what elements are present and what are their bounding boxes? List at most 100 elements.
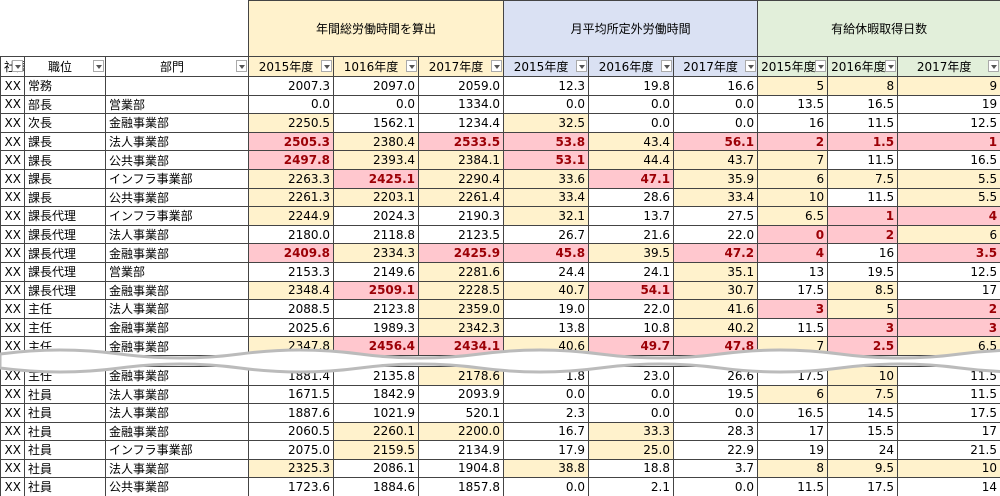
filter-button[interactable]	[93, 60, 104, 72]
number-cell: 19.5	[673, 384, 758, 404]
number-cell: 2093.9	[418, 384, 504, 404]
number-cell: 3.7	[673, 458, 758, 478]
number-cell: 2075.0	[248, 440, 334, 460]
number-cell: 5.5	[897, 187, 1000, 208]
number-cell: 16.7	[503, 421, 589, 441]
number-cell: 47.2	[673, 243, 759, 263]
text-cell: 課長代理	[24, 243, 106, 263]
filter-button[interactable]	[12, 60, 23, 72]
table-bottom: XX 主任 金融事業部 1881.4 2135.8 2178.6 1.8 23.0 26.6 17…	[0, 366, 1000, 496]
number-cell: 6	[757, 168, 829, 189]
number-cell: 32.5	[503, 113, 590, 133]
number-cell: 15.5	[827, 421, 898, 441]
number-cell: 26.7	[503, 224, 590, 245]
column-header: 2015年度	[757, 56, 829, 77]
text-cell: 法人事業部	[105, 384, 249, 404]
number-cell: 16.5	[757, 403, 828, 423]
filter-button[interactable]	[406, 60, 418, 72]
data-row: XX 社員 インフラ事業部 2075.0 2159.5 2134.9 17.9 25.0 22.…	[0, 440, 1000, 460]
data-row: XX 社員 法人事業部 1671.5 1842.9 2093.9 0.0 0.0 19.5 6 7.…	[0, 384, 1000, 404]
number-cell: 8	[827, 76, 899, 96]
number-cell: 4	[897, 206, 1000, 226]
column-header: 職位	[24, 56, 106, 77]
number-cell: 47.1	[588, 168, 675, 189]
number-cell: 2060.5	[248, 421, 334, 441]
number-cell: 0.0	[248, 94, 335, 115]
text-cell: 法人事業部	[105, 458, 249, 478]
number-cell: 11.5	[897, 384, 1000, 404]
data-row: XX 課長 公共事業部 2497.8 2393.4 2384.1 53.1 44.4 43.7 7…	[0, 150, 1000, 170]
number-cell: 22.9	[673, 440, 758, 460]
text-cell: XX	[0, 403, 25, 423]
number-cell: 17	[757, 421, 828, 441]
number-cell: 17.5	[897, 403, 1000, 423]
group-header: 年間総労働時間を算出	[248, 0, 505, 57]
data-row: XX 課長代理 インフラ事業部 2244.9 2024.3 2190.3 32.1 13.7 2…	[0, 206, 1000, 226]
filter-button[interactable]	[321, 60, 333, 72]
number-cell: 11.5	[757, 317, 829, 338]
data-row: XX 主任 法人事業部 2088.5 2123.8 2359.0 19.0 22.0 41.6 3…	[0, 299, 1000, 319]
text-cell: 課長	[24, 150, 106, 170]
filter-button[interactable]	[815, 60, 827, 72]
number-cell: 1842.9	[333, 384, 419, 404]
number-cell: 2118.8	[333, 224, 420, 245]
number-cell: 9	[897, 76, 1000, 96]
number-cell: 30.7	[673, 280, 759, 301]
number-cell: 13.8	[503, 317, 590, 338]
number-cell: 21.6	[588, 224, 675, 245]
text-cell: 法人事業部	[104, 299, 250, 319]
number-cell: 17	[897, 421, 1000, 441]
text-cell: 課長代理	[24, 280, 106, 301]
number-cell: 2024.3	[333, 206, 420, 226]
number-cell: 35.9	[673, 168, 759, 189]
number-cell: 1	[827, 206, 899, 226]
column-header: 2017年度	[897, 56, 1000, 77]
number-cell: 2	[827, 224, 899, 245]
text-cell: XX	[0, 299, 25, 319]
number-cell: 45.8	[503, 243, 590, 263]
filter-button[interactable]	[576, 60, 588, 72]
number-cell: 2	[897, 299, 1000, 319]
filter-button[interactable]	[236, 60, 248, 72]
text-cell: XX	[0, 206, 25, 226]
number-cell: 2497.8	[248, 150, 335, 170]
data-row: XX 部長 営業部 0.0 0.0 1334.0 0.0 0.0 0.0 13.5 16.5 19	[0, 94, 1000, 115]
number-cell: 39.5	[588, 243, 675, 263]
number-cell: 3.5	[897, 243, 1000, 263]
text-cell: XX	[0, 94, 25, 115]
filter-button[interactable]	[988, 60, 1000, 72]
text-cell: XX	[0, 477, 25, 496]
number-cell: 2200.0	[418, 421, 504, 441]
column-header-text: 部門	[160, 60, 185, 74]
number-cell: 2134.9	[418, 440, 504, 460]
text-cell: XX	[0, 187, 25, 208]
number-cell: 16.5	[897, 150, 1000, 170]
number-cell: 6	[897, 224, 1000, 245]
filter-button[interactable]	[491, 60, 503, 72]
filter-button[interactable]	[661, 60, 673, 72]
number-cell: 38.8	[503, 458, 589, 478]
number-cell: 0.0	[333, 94, 420, 115]
column-header: 2016年度	[588, 56, 675, 77]
number-cell: 2153.3	[248, 261, 335, 282]
number-cell: 40.7	[503, 280, 590, 301]
data-row: XX 課長代理 営業部 2153.3 2149.6 2281.6 24.4 24.1 35.1 1…	[0, 261, 1000, 282]
column-header-text: 2015年度	[761, 60, 816, 74]
number-cell: 0.0	[588, 113, 675, 133]
filter-button[interactable]	[745, 60, 757, 72]
text-cell: 社員	[24, 477, 106, 496]
filter-button[interactable]	[885, 60, 897, 72]
number-cell: 6	[757, 384, 828, 404]
number-cell: 56.1	[673, 131, 759, 152]
group-header: 月平均所定外労働時間	[503, 0, 759, 57]
number-cell: 19	[897, 94, 1000, 115]
number-cell: 8	[757, 458, 828, 478]
number-cell: 9.5	[827, 458, 898, 478]
text-cell	[104, 76, 250, 96]
number-cell: 7	[757, 150, 829, 170]
number-cell: 0.0	[588, 94, 675, 115]
number-cell: 16	[757, 113, 829, 133]
number-cell: 19.0	[503, 299, 590, 319]
number-cell: 2261.3	[248, 187, 335, 208]
number-cell: 2425.1	[333, 168, 420, 189]
